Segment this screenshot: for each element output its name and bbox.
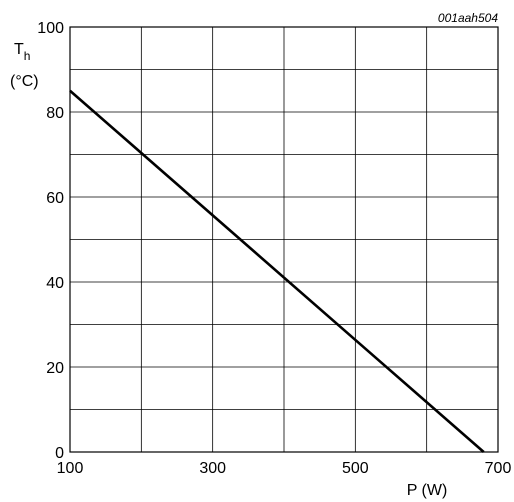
y-tick-label: 20 xyxy=(46,360,64,377)
tick-labels: 0 20 40 60 80 100 100 300 500 700 xyxy=(37,20,511,477)
x-tick-label: 700 xyxy=(485,460,512,477)
y-tick-label: 60 xyxy=(46,190,64,207)
y-tick-label: 0 xyxy=(55,445,64,462)
figure-code: 001aah504 xyxy=(438,11,498,25)
y-tick-label: 100 xyxy=(37,20,64,37)
x-tick-label: 300 xyxy=(199,460,226,477)
y-axis-label-unit: (°C) xyxy=(10,73,39,90)
x-axis-label: P (W) xyxy=(407,482,448,499)
plot-frame xyxy=(69,26,499,453)
y-axis-label-subscript: h xyxy=(24,49,31,63)
y-axis-label-symbol: Th xyxy=(14,41,30,63)
grid-lines xyxy=(69,26,499,453)
x-tick-label: 100 xyxy=(57,460,84,477)
x-tick-label: 500 xyxy=(342,460,369,477)
y-tick-label: 80 xyxy=(46,105,64,122)
y-tick-label: 40 xyxy=(46,275,64,292)
series-line xyxy=(69,89,485,453)
